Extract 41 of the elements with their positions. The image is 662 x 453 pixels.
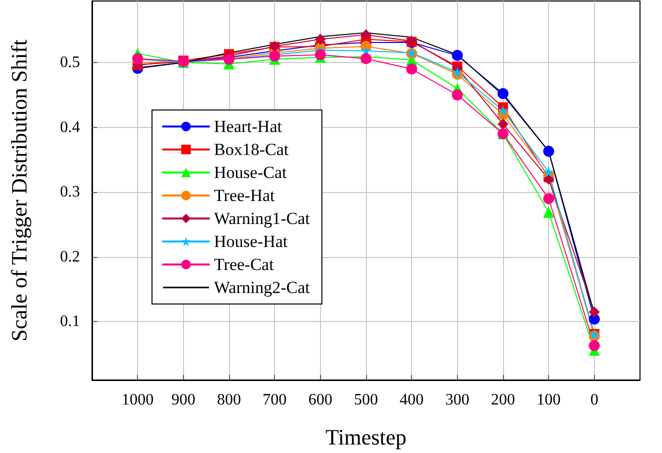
y-axis-title: Scale of Trigger Distribution Shift <box>6 40 32 342</box>
y-tick-label: 0.5 <box>60 54 80 72</box>
point <box>588 306 600 318</box>
x-tick-label: 700 <box>262 392 287 408</box>
legend-label: House-Hat <box>214 232 288 251</box>
legend-label: Warning1-Cat <box>214 209 310 228</box>
x-tick-label: 500 <box>354 392 378 408</box>
x-tick-label: 100 <box>536 392 561 408</box>
x-tick-label: 900 <box>171 392 196 408</box>
point <box>498 88 508 100</box>
x-tick-label: 200 <box>491 392 515 408</box>
point <box>543 166 554 178</box>
point <box>314 34 326 45</box>
point <box>452 89 463 100</box>
legend-label: Box18-Cat <box>214 140 289 159</box>
legend-label: Tree-Hat <box>214 186 276 205</box>
legend-label: Tree-Cat <box>214 255 274 274</box>
point <box>543 206 554 218</box>
point <box>498 104 508 116</box>
x-tick-label: 800 <box>217 392 241 408</box>
point <box>314 49 326 60</box>
x-axis-title: Timestep <box>325 424 407 450</box>
legend-label: House-Cat <box>214 163 287 182</box>
y-tick-label: 0.3 <box>60 184 80 201</box>
point <box>588 340 600 352</box>
point <box>498 118 508 130</box>
y-tick-label: 0.4 <box>60 118 80 136</box>
x-tick-label: 1000 <box>122 392 154 408</box>
point <box>452 50 463 61</box>
legend-label: Heart-Hat <box>214 117 282 136</box>
point <box>406 64 418 75</box>
legend-label: Warning2-Cat <box>214 278 310 297</box>
x-tick-label: 600 <box>308 392 332 408</box>
point <box>360 29 372 40</box>
x-tick-label: 400 <box>400 392 424 408</box>
y-tick-label: 0.1 <box>60 313 80 330</box>
y-tick-label: 0.2 <box>60 248 80 266</box>
x-tick-label: 0 <box>590 392 598 408</box>
x-tick-label: 300 <box>445 392 470 408</box>
point <box>543 193 554 204</box>
point <box>543 146 554 157</box>
